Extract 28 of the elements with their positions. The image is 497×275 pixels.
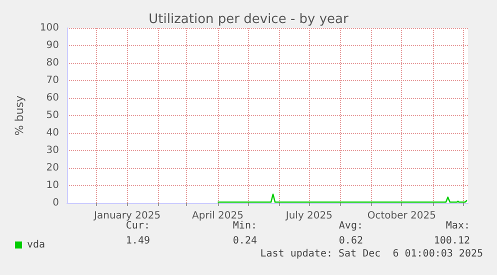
text: 0.62 xyxy=(338,236,363,246)
y-tick-label: 30 xyxy=(46,145,59,156)
text: 100.12 xyxy=(434,236,470,246)
text: Min: xyxy=(232,220,257,232)
text: Avg: xyxy=(338,220,363,232)
text: Last update: Sat Dec 6 01:00:03 2025 xyxy=(260,248,484,260)
y-tick-label: 0 xyxy=(52,198,59,208)
x-tick-label: April 2025 xyxy=(192,210,244,222)
text: 1.49 xyxy=(126,236,150,246)
y-tick-label: 20 xyxy=(46,162,59,174)
y-tick-label: 80 xyxy=(46,58,59,68)
x-tick-label: July 2025 xyxy=(284,210,333,222)
line-series xyxy=(217,194,468,203)
y-tick-label: 100 xyxy=(40,22,59,34)
x-tick-label: January 2025 xyxy=(93,210,161,222)
text: Cur: xyxy=(126,220,150,232)
text: Max: xyxy=(446,220,470,232)
chart-title: Utilization per device - by year xyxy=(148,12,350,27)
y-tick-label: 40 xyxy=(46,128,59,138)
y-axis-title: % busy xyxy=(13,94,26,136)
y-tick-label: 10 xyxy=(46,180,59,191)
y-tick-label: 90 xyxy=(46,40,59,51)
legend-label: vda xyxy=(27,240,46,250)
x-tick-label: October 2025 xyxy=(367,210,436,222)
y-tick-label: 60 xyxy=(46,92,59,104)
text: 0.24 xyxy=(232,236,257,246)
y-tick-label: 50 xyxy=(46,110,59,121)
y-tick-label: 70 xyxy=(46,75,59,86)
